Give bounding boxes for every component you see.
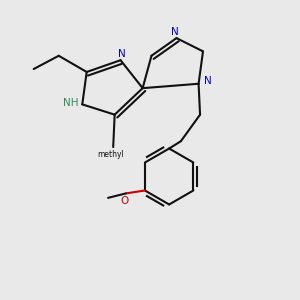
Text: O: O — [120, 196, 128, 206]
Text: methyl: methyl — [97, 150, 124, 159]
Text: N: N — [203, 76, 211, 86]
Text: N: N — [118, 49, 125, 59]
Text: N: N — [171, 27, 179, 37]
Text: NH: NH — [63, 98, 79, 108]
